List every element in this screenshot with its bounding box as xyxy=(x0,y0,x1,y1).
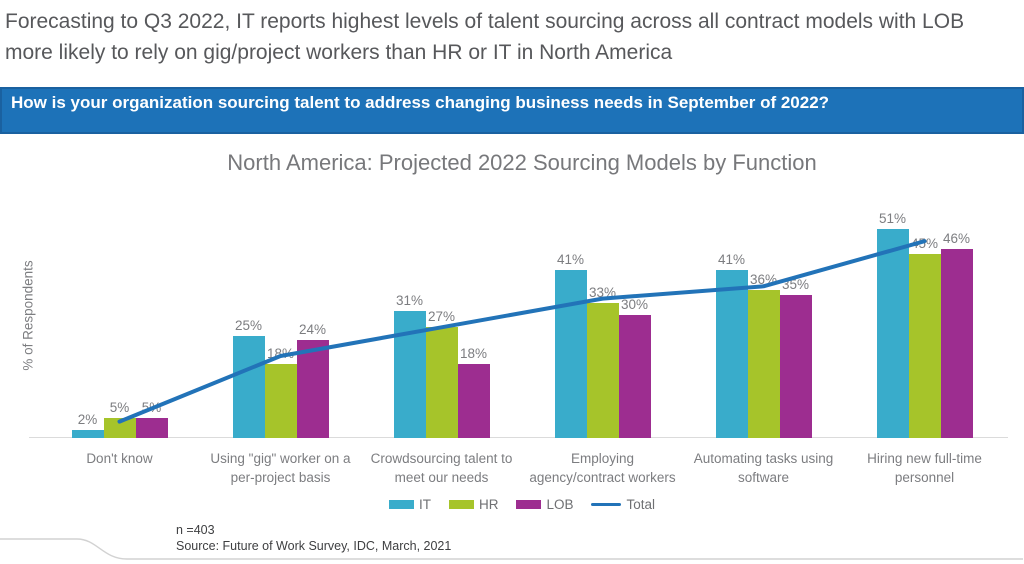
legend-item-hr: HR xyxy=(448,497,499,512)
bar-it-4 xyxy=(715,269,748,438)
legend: IT HR LOB Total xyxy=(39,497,1005,512)
bar-hr-1 xyxy=(264,364,297,438)
bar-it-2 xyxy=(393,310,426,438)
footnote: n =403 Source: Future of Work Survey, ID… xyxy=(176,523,451,554)
category-label-4: Automating tasks using software xyxy=(693,451,834,485)
bar-it-5 xyxy=(876,228,909,438)
legend-label-it: IT xyxy=(418,497,431,512)
x-axis-line xyxy=(29,437,1008,438)
legend-swatch-lob xyxy=(516,500,542,509)
bar-hr-2 xyxy=(425,327,458,438)
legend-item-it: IT xyxy=(388,497,431,512)
legend-swatch-it xyxy=(388,500,414,509)
bar-value-label-it-1: 25% xyxy=(234,317,263,333)
bar-value-label-lob-3: 30% xyxy=(620,297,649,312)
question-banner: How is your organization sourcing talent… xyxy=(0,87,1024,134)
bar-hr-4 xyxy=(747,290,780,438)
category-label-0: Don't know xyxy=(86,451,153,466)
bar-value-label-it-5: 51% xyxy=(878,210,907,226)
legend-label-total: Total xyxy=(626,497,656,512)
legend-swatch-hr xyxy=(448,500,474,509)
bar-lob-5 xyxy=(940,249,973,438)
bar-value-label-lob-2: 18% xyxy=(459,346,488,362)
bar-hr-0 xyxy=(103,417,136,438)
category-label-3: Employing agency/contract workers xyxy=(529,451,676,485)
total-line xyxy=(117,239,927,424)
bar-hr-5 xyxy=(908,253,941,438)
bar-value-label-it-2: 31% xyxy=(395,292,424,308)
bar-value-label-hr-2: 27% xyxy=(427,309,456,325)
footnote-source: Source: Future of Work Survey, IDC, Marc… xyxy=(176,538,452,553)
headline: Forecasting to Q3 2022, IT reports highe… xyxy=(5,10,965,64)
bar-value-label-lob-1: 24% xyxy=(298,321,327,337)
bottom-divider-swoosh xyxy=(0,538,1023,560)
bar-value-label-lob-4: 35% xyxy=(781,276,810,292)
bar-hr-3 xyxy=(586,302,619,438)
bar-lob-3 xyxy=(618,315,651,438)
bar-lob-2 xyxy=(457,364,490,438)
bar-value-label-lob-0: 5% xyxy=(141,399,162,415)
legend-label-hr: HR xyxy=(478,497,499,512)
bar-lob-1 xyxy=(296,339,329,438)
bar-lob-4 xyxy=(779,294,812,438)
legend-label-lob: LOB xyxy=(546,497,574,512)
legend-item-lob: LOB xyxy=(516,497,573,512)
bar-value-label-it-0: 2% xyxy=(77,411,98,427)
plot-area: 2% 5% 5% 25% 18% 24% 31% 27% 18% 41% 33% 30% 41% 36% 3… xyxy=(29,190,1008,438)
legend-item-total: Total xyxy=(591,497,655,512)
category-label-1: Using "gig" worker on a per-project basi… xyxy=(210,451,351,485)
chart-title: North America: Projected 2022 Sourcing M… xyxy=(227,150,817,175)
footnote-sample-size: n =403 xyxy=(176,523,215,537)
bar-lob-0 xyxy=(135,417,168,438)
legend-swatch-total xyxy=(591,502,622,507)
y-axis-label: % of Respondents xyxy=(20,260,36,371)
bar-value-label-lob-5: 46% xyxy=(942,231,971,247)
bar-it-0 xyxy=(71,429,104,438)
bar-value-label-it-4: 41% xyxy=(717,251,746,267)
category-label-5: Hiring new full-time personnel xyxy=(867,451,982,485)
x-axis-labels: Don't know Using "gig" worker on a per-pr… xyxy=(39,449,1005,493)
bar-value-label-it-3: 41% xyxy=(556,251,585,267)
category-label-2: Crowdsourcing talent to meet our needs xyxy=(370,451,513,485)
